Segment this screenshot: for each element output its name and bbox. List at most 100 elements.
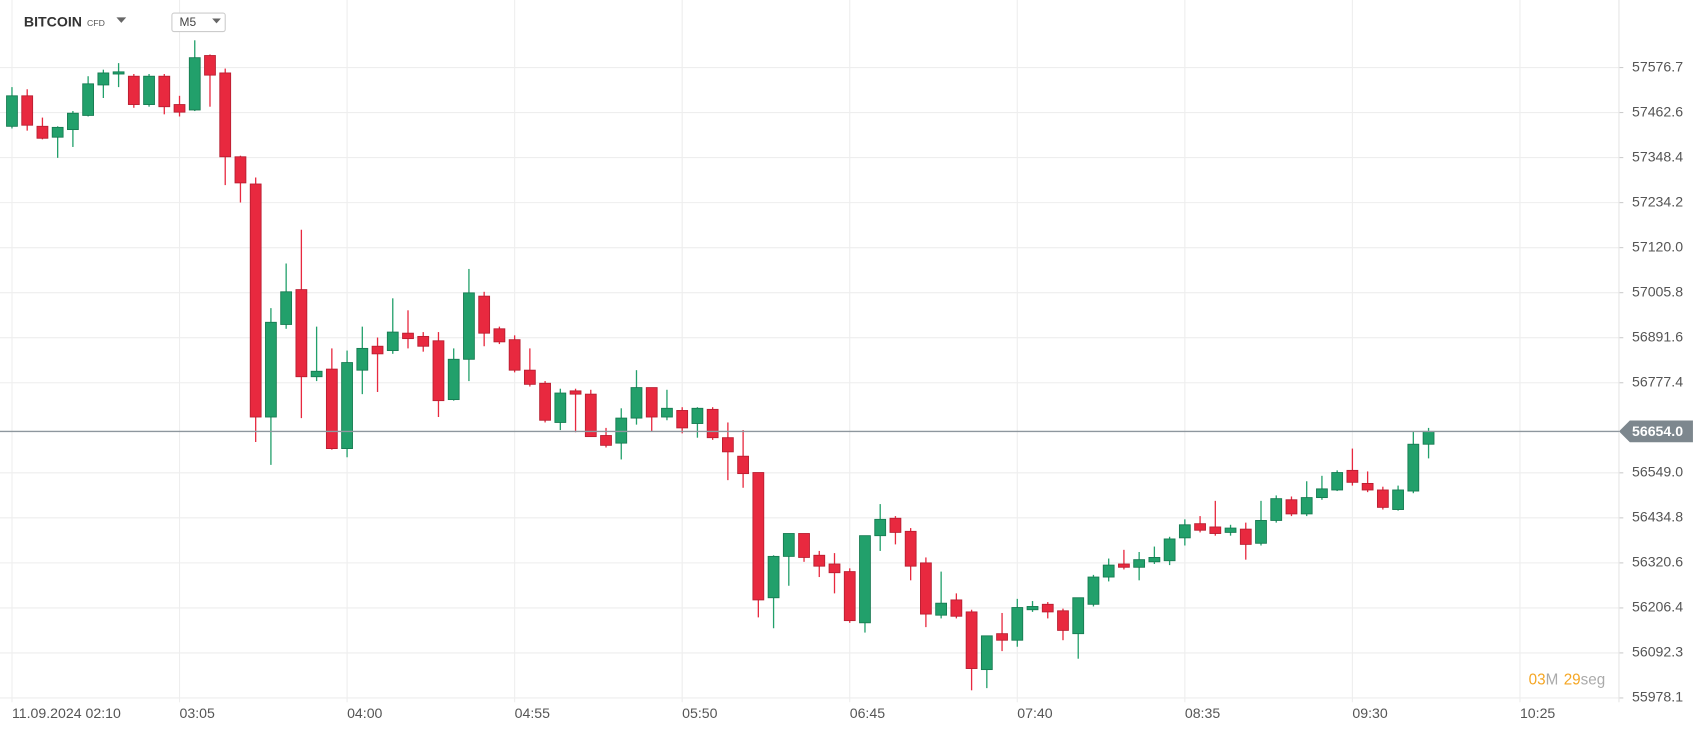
candle-body (965, 611, 978, 669)
countdown-seconds: 29 (1564, 671, 1581, 688)
candle-body (1285, 499, 1298, 515)
candle-body (980, 635, 993, 671)
x-tick-label: 05:50 (682, 705, 717, 721)
timeframe[interactable]: M5 (180, 15, 197, 29)
candle-body (432, 340, 445, 402)
candle-body (1255, 520, 1267, 544)
candle-body (508, 339, 521, 371)
candle-body (463, 292, 475, 360)
candle-body (1118, 563, 1130, 568)
countdown: 03M 29seg (1529, 671, 1606, 688)
candle-body (584, 393, 597, 438)
candle-body (6, 95, 18, 127)
candle-body (1057, 610, 1069, 631)
candle-body (325, 368, 338, 450)
candle-body (143, 75, 155, 105)
x-tick-label: 04:00 (347, 705, 382, 721)
candle-body (234, 156, 247, 184)
candle-body (1270, 498, 1283, 521)
candle-body (1148, 557, 1161, 563)
candle-body (219, 72, 232, 158)
candle-body (356, 347, 369, 371)
y-tick-label: 57005.8 (1632, 283, 1683, 299)
candle-body (1133, 559, 1146, 568)
candle-body (1239, 528, 1252, 545)
candle-body (67, 112, 79, 131)
candle-body (265, 321, 277, 418)
candle-body (996, 633, 1008, 641)
y-tick-label: 56891.6 (1632, 328, 1683, 344)
candle-body (310, 370, 323, 378)
candle-body (1194, 523, 1206, 531)
instrument-title[interactable]: BITCOIN (24, 14, 82, 30)
overlay: 56654.0 (0, 420, 1693, 443)
y-tick-label: 56434.8 (1632, 509, 1683, 525)
timeframe-box[interactable] (171, 12, 226, 33)
candle-body (204, 55, 216, 76)
candle-body (813, 554, 826, 567)
x-tick-label: 11.09.2024 02:10 (12, 705, 121, 721)
candle-body (280, 291, 293, 325)
candle-body (706, 408, 719, 439)
x-tick-label: 06:45 (850, 705, 885, 721)
candles (6, 40, 1435, 691)
candle-body (402, 332, 414, 340)
candle-body (1163, 538, 1176, 562)
x-tick-label: 07:40 (1017, 705, 1052, 721)
timeframe-dropdown[interactable] (212, 18, 221, 24)
candle-body (615, 417, 628, 444)
candle-body (676, 410, 689, 429)
x-tick-label: 04:55 (515, 705, 550, 721)
x-tick-label: 09:30 (1352, 705, 1387, 721)
candle-body (1087, 576, 1100, 605)
current-price-tag (1618, 420, 1693, 443)
candle-body (1316, 488, 1328, 499)
candle-body (828, 563, 841, 574)
candle-body (36, 125, 49, 139)
candle-body (935, 602, 948, 616)
candle-body (188, 57, 201, 111)
candle-body (645, 387, 658, 418)
candle-body (1422, 430, 1435, 445)
candle-body (843, 571, 856, 622)
candle-body (752, 472, 765, 601)
y-tick-label: 57348.4 (1632, 148, 1683, 164)
countdown-minutes: 03 (1529, 671, 1546, 688)
candle-body (767, 555, 780, 599)
candle-body (523, 369, 536, 385)
x-tick-label: 08:35 (1185, 705, 1220, 721)
candle-body (295, 289, 308, 378)
candle-body (1392, 489, 1404, 510)
candle-body (1331, 472, 1344, 491)
instrument-dropdown[interactable] (116, 17, 127, 23)
candle-body (97, 72, 110, 86)
candle-body (722, 437, 734, 453)
candle-body (798, 533, 810, 558)
candle-body (249, 183, 262, 418)
candle-body (889, 517, 902, 533)
candle-body (600, 435, 612, 446)
candle-body (1376, 489, 1389, 508)
y-tick-label: 56320.6 (1632, 554, 1683, 570)
candle-body (782, 533, 795, 557)
y-tick-label: 56777.4 (1632, 373, 1683, 389)
instrument-subtitle: CFD (87, 18, 105, 28)
candle-body (447, 358, 460, 401)
candle-body (1407, 443, 1420, 492)
candle-body (904, 530, 917, 567)
candle-body (1300, 497, 1313, 515)
y-tick-label: 57462.6 (1632, 103, 1683, 119)
x-tick-label: 03:05 (180, 705, 215, 721)
candle-body (21, 95, 34, 126)
candle-body (158, 75, 171, 108)
candle-body (1209, 526, 1222, 534)
candle-body (371, 345, 384, 355)
y-tick-label: 56092.3 (1632, 644, 1683, 660)
candle-body (737, 455, 749, 475)
candle-body (1102, 564, 1115, 578)
candle-body (1346, 469, 1359, 483)
grid: 55978.1 56092.3 56206.4 56320.6 56434.8 56549… (0, 0, 1683, 721)
candle-body (112, 71, 125, 75)
